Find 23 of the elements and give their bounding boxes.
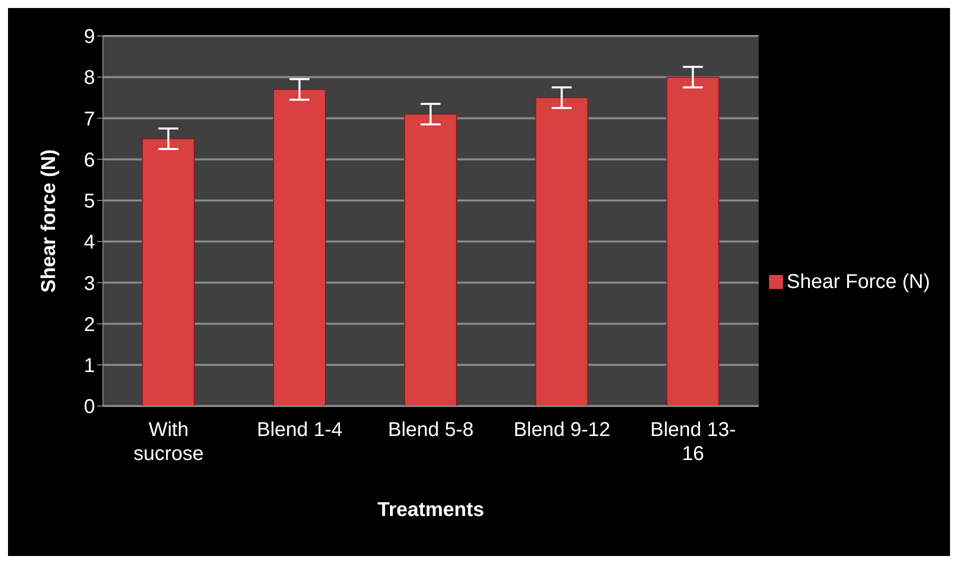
y-tick-label: 1	[84, 354, 95, 377]
bar	[535, 97, 588, 406]
bar	[142, 138, 195, 406]
y-tick-label: 8	[84, 67, 95, 90]
y-axis-title: Shear force (N)	[38, 149, 60, 293]
y-tick-label: 9	[84, 26, 95, 48]
x-axis-title: Treatments	[377, 499, 484, 521]
legend-label: Shear Force (N)	[786, 270, 930, 292]
y-tick-label: 2	[84, 314, 95, 336]
y-tick-label: 3	[84, 272, 95, 295]
bar	[666, 76, 720, 406]
x-tick-label: Blend 1-4	[256, 419, 342, 441]
x-tick-label: Blend 5-8	[388, 419, 474, 441]
y-tick-label: 7	[84, 108, 95, 130]
x-tick-label: Blend 9-12	[514, 419, 610, 441]
y-tick-label: 4	[84, 232, 95, 254]
y-tick-label: 6	[84, 149, 95, 172]
x-tick-label: Blend 13-16	[650, 419, 736, 465]
y-tick-label: 0	[84, 396, 95, 418]
bar	[404, 114, 458, 406]
y-tick-label: 5	[84, 190, 95, 213]
x-tick-label: With sucrose	[134, 419, 204, 465]
bar	[272, 88, 326, 406]
